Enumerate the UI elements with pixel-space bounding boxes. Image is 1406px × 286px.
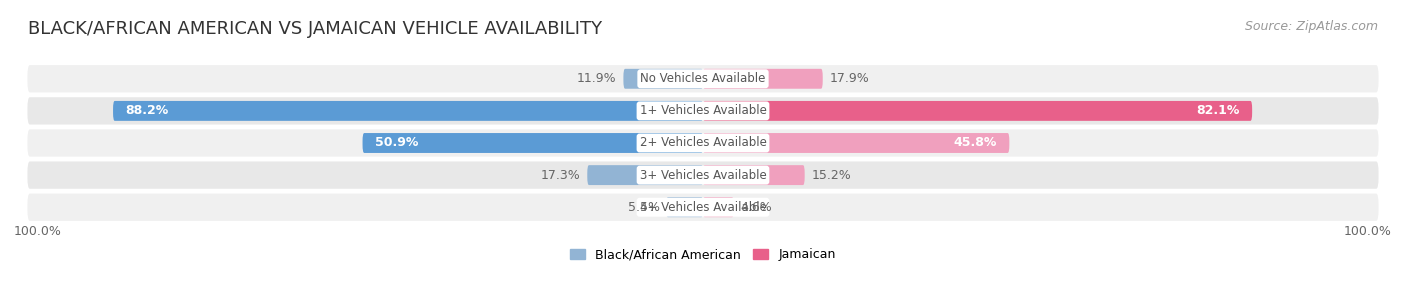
Text: 88.2%: 88.2%: [125, 104, 169, 117]
Text: 100.0%: 100.0%: [1344, 225, 1392, 239]
FancyBboxPatch shape: [623, 69, 703, 89]
Text: 4+ Vehicles Available: 4+ Vehicles Available: [640, 201, 766, 214]
FancyBboxPatch shape: [28, 65, 1378, 92]
Text: Source: ZipAtlas.com: Source: ZipAtlas.com: [1244, 20, 1378, 33]
FancyBboxPatch shape: [703, 69, 823, 89]
FancyBboxPatch shape: [703, 133, 1010, 153]
Text: 17.9%: 17.9%: [830, 72, 869, 85]
FancyBboxPatch shape: [28, 129, 1378, 157]
Text: 4.6%: 4.6%: [741, 201, 772, 214]
Text: 45.8%: 45.8%: [953, 136, 997, 150]
FancyBboxPatch shape: [28, 162, 1378, 189]
Text: 1+ Vehicles Available: 1+ Vehicles Available: [640, 104, 766, 117]
Text: 5.5%: 5.5%: [627, 201, 659, 214]
Text: 50.9%: 50.9%: [374, 136, 418, 150]
FancyBboxPatch shape: [588, 165, 703, 185]
Text: 15.2%: 15.2%: [811, 169, 851, 182]
Text: BLACK/AFRICAN AMERICAN VS JAMAICAN VEHICLE AVAILABILITY: BLACK/AFRICAN AMERICAN VS JAMAICAN VEHIC…: [28, 20, 602, 38]
Text: 17.3%: 17.3%: [541, 169, 581, 182]
FancyBboxPatch shape: [666, 197, 703, 217]
FancyBboxPatch shape: [363, 133, 703, 153]
FancyBboxPatch shape: [703, 165, 804, 185]
Text: 100.0%: 100.0%: [14, 225, 62, 239]
Text: 11.9%: 11.9%: [576, 72, 617, 85]
Text: 2+ Vehicles Available: 2+ Vehicles Available: [640, 136, 766, 150]
Text: No Vehicles Available: No Vehicles Available: [640, 72, 766, 85]
Legend: Black/African American, Jamaican: Black/African American, Jamaican: [571, 248, 835, 261]
FancyBboxPatch shape: [28, 194, 1378, 221]
Text: 82.1%: 82.1%: [1197, 104, 1240, 117]
FancyBboxPatch shape: [703, 197, 734, 217]
FancyBboxPatch shape: [112, 101, 703, 121]
FancyBboxPatch shape: [28, 97, 1378, 124]
Text: 3+ Vehicles Available: 3+ Vehicles Available: [640, 169, 766, 182]
FancyBboxPatch shape: [703, 101, 1253, 121]
